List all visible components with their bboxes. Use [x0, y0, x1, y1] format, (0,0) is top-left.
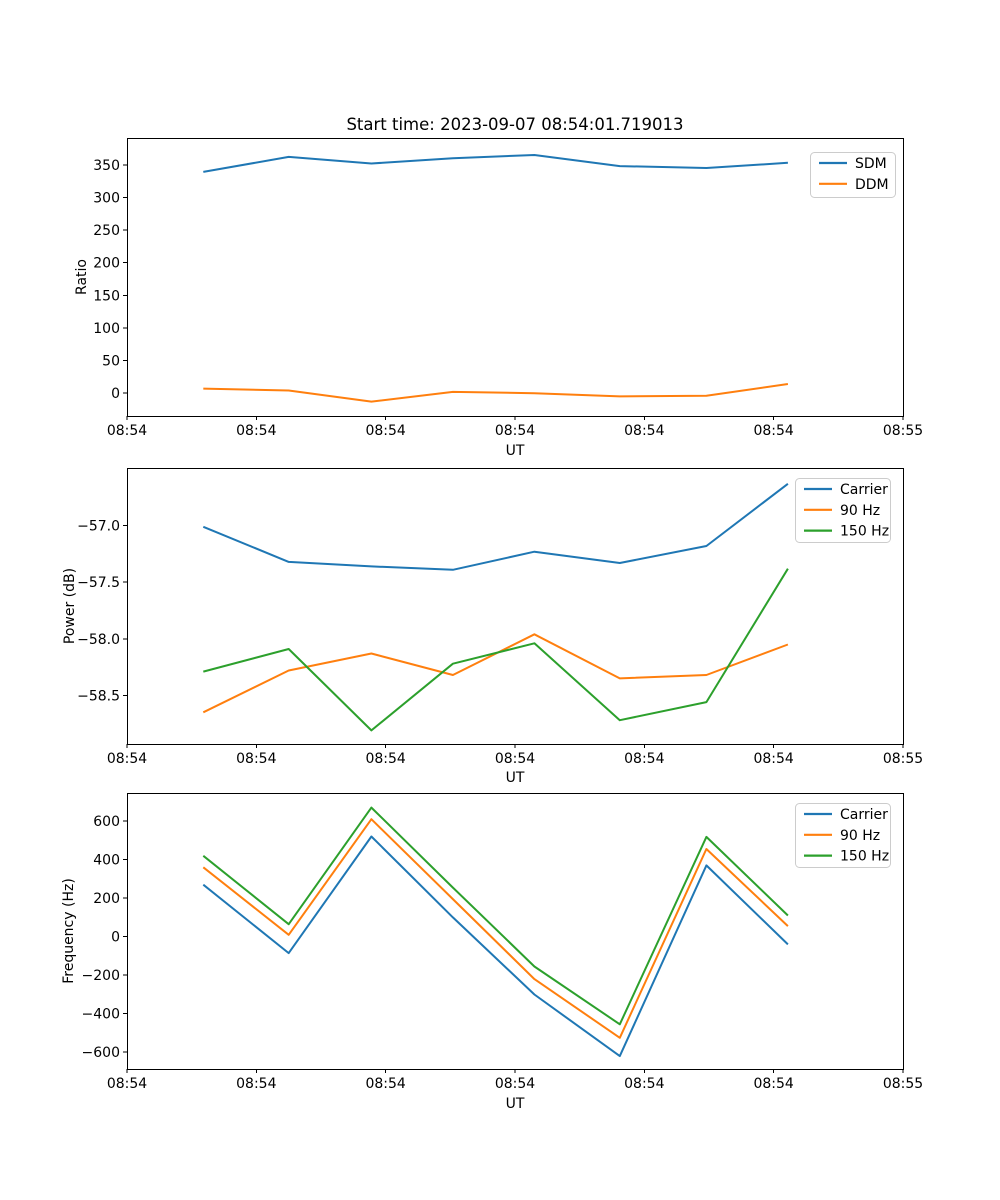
series-line-sdm [203, 154, 788, 173]
x-tick-label: 08:54 [365, 1076, 405, 1092]
legend-label-150-hz: 150 Hz [840, 849, 889, 865]
x-tick-label: 08:54 [107, 423, 147, 439]
y-tick-label: −400 [82, 1007, 120, 1023]
x-tick-label: 08:54 [107, 751, 147, 767]
y-tick-label: 200 [93, 891, 120, 907]
x-tick-label: 08:54 [753, 1076, 793, 1092]
x-tick-label: 08:54 [107, 1076, 147, 1092]
series-line-carrier [202, 483, 789, 571]
x-tick-label: 08:54 [236, 423, 276, 439]
y-tick-label: 600 [93, 814, 120, 830]
x-tick-label: 08:54 [236, 751, 276, 767]
x-tick-label: 08:54 [365, 751, 405, 767]
x-tick-label: 08:54 [495, 423, 535, 439]
x-tick-label: 08:54 [236, 1076, 276, 1092]
frequency-x-axis-label: UT [506, 1096, 525, 1112]
plot-title: Start time: 2023-09-07 08:54:01.719013 [346, 115, 683, 134]
frequency-plot: 08:54 08:54 08:54 08:54 08:54 08:54 08:55 −600 −… [82, 793, 923, 1092]
power-plot: 08:54 08:54 08:54 08:54 08:54 08:54 08:55 −57.0… [77, 468, 923, 767]
x-tick-label: 08:54 [365, 423, 405, 439]
axes-border [127, 793, 904, 1070]
axes-border [127, 138, 904, 417]
legend-label-ddm: DDM [855, 177, 889, 193]
y-tick-label: 0 [111, 930, 120, 946]
legend-box [795, 478, 891, 543]
x-tick-label: 08:54 [753, 751, 793, 767]
x-tick-label: 08:54 [495, 751, 535, 767]
legend-box [795, 803, 891, 868]
series-line-150-hz [203, 568, 789, 732]
legend-label-sdm: SDM [855, 156, 887, 172]
y-tick-label: 400 [93, 853, 120, 869]
legend-label-90-hz: 90 Hz [840, 503, 880, 519]
legend-label-carrier: Carrier [840, 482, 888, 498]
x-tick-label: 08:54 [495, 1076, 535, 1092]
x-tick-label: 08:54 [624, 1076, 664, 1092]
frequency-y-axis-label: Frequency (Hz) [61, 878, 77, 984]
x-tick-label: 08:55 [883, 1076, 923, 1092]
y-tick-label: 250 [93, 223, 120, 239]
x-tick-label: 08:54 [753, 423, 793, 439]
x-tick-label: 08:54 [624, 751, 664, 767]
ratio-x-axis-label: UT [506, 443, 525, 459]
y-tick-label: −58.5 [77, 688, 120, 704]
y-tick-label: 300 [93, 190, 120, 206]
series-line-carrier [202, 835, 789, 1058]
y-tick-label: 200 [93, 256, 120, 272]
legend-label-90-hz: 90 Hz [840, 828, 880, 844]
y-tick-label: 0 [111, 386, 120, 402]
series-line-90-hz [202, 818, 789, 1039]
y-tick-label: −57.5 [77, 575, 120, 591]
y-tick-label: 150 [93, 288, 120, 304]
legend-label-150-hz: 150 Hz [840, 524, 889, 540]
y-tick-label: 350 [93, 158, 120, 174]
axes-border [127, 468, 904, 745]
y-tick-label: −58.0 [77, 632, 120, 648]
y-tick-label: −57.0 [77, 519, 120, 535]
y-tick-label: 100 [93, 321, 120, 337]
power-x-axis-label: UT [506, 770, 525, 786]
legend-label-carrier: Carrier [840, 807, 888, 823]
y-tick-label: −600 [82, 1045, 120, 1061]
series-line-ddm [203, 383, 789, 403]
series-line-150-hz [202, 806, 789, 1026]
x-tick-label: 08:55 [883, 751, 923, 767]
ratio-plot: 08:54 08:54 08:54 08:54 08:54 08:54 08:55 0 50 10… [93, 138, 923, 439]
series-line-90-hz [202, 633, 789, 714]
x-tick-label: 08:54 [624, 423, 664, 439]
x-tick-label: 08:55 [883, 423, 923, 439]
y-tick-label: −200 [82, 968, 120, 984]
y-tick-label: 50 [102, 354, 120, 370]
ratio-y-axis-label: Ratio [74, 259, 90, 295]
power-y-axis-label: Power (dB) [62, 568, 78, 644]
